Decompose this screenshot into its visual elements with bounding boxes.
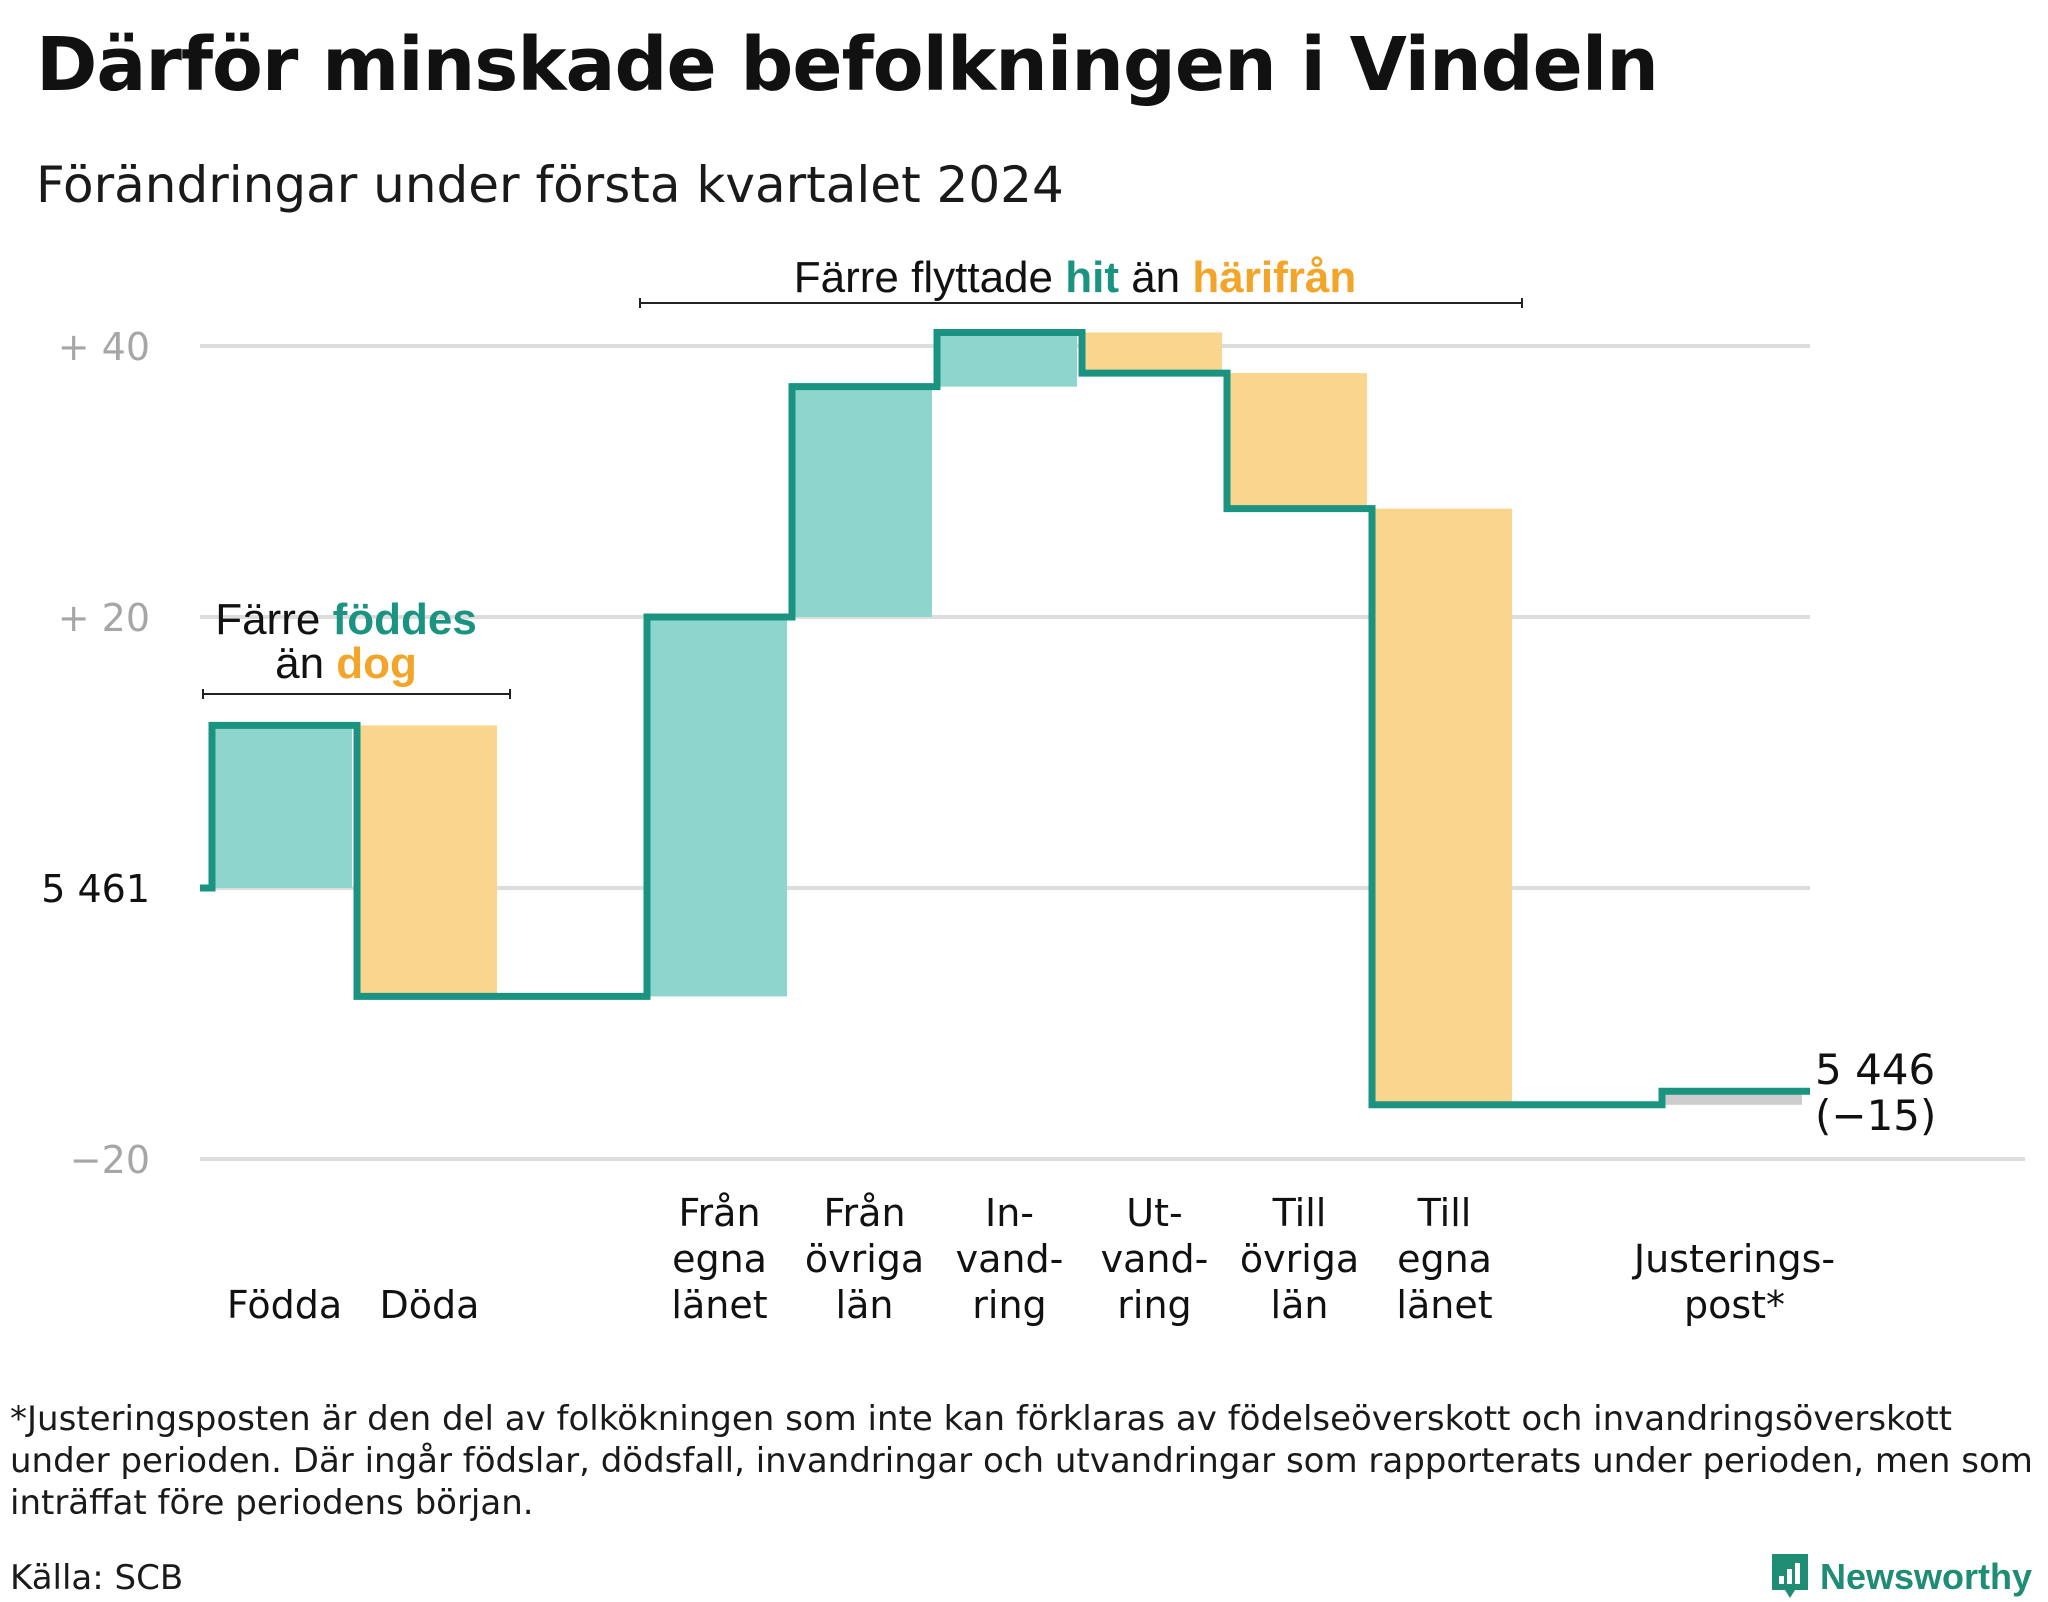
population-step-line [200,328,1810,1109]
newsworthy-logo-icon [1772,1554,1808,1598]
category-labels: Födda DödaFrånegnalänetFrånövrigalänIn-va… [227,1191,1835,1327]
category-label: Från [678,1191,760,1235]
y-axis-ticks: + 40 + 20 5 461 −20 [41,325,150,1182]
bar-decrease [1082,332,1222,374]
y-tick-label: −20 [70,1138,150,1182]
category-label: vand- [1101,1237,1209,1281]
footnote: *Justeringsposten är den del av folkökni… [10,1399,2033,1523]
category-label: länet [1396,1283,1492,1327]
brand-logo: Newsworthy [1770,1552,2032,1602]
end-value-text: (−15) [1815,1091,1936,1140]
population-line [200,328,1810,1109]
category-label: post* [1684,1283,1785,1327]
bar-decrease [357,725,497,997]
category-label: länet [671,1283,767,1327]
annotation-word: föddes [333,595,477,644]
annotation-word: dog [336,639,417,688]
category-label: Ut- [1126,1191,1182,1235]
y-tick-label: + 40 [58,325,150,369]
y-tick-label: 5 461 [41,867,150,911]
bar-increase [937,332,1077,387]
category-label: Till [1272,1191,1327,1235]
category-label: övriga [1240,1237,1359,1281]
bars [212,332,1802,1105]
annotation-text: Färre föddes [215,595,477,644]
category-label: egna [672,1237,767,1281]
category-label: egna [1397,1237,1492,1281]
bar-increase [212,725,352,888]
bar-increase [647,617,787,997]
y-tick-label: + 20 [58,596,150,640]
annotation-text: Färre flyttade hit än härifrån [794,253,1356,302]
bar-increase [792,386,932,617]
annotation-word: hit [1065,253,1131,302]
category-label: län [836,1283,894,1327]
annotation-word: Färre [215,595,332,644]
category-label: ring [1117,1283,1191,1327]
bar-decrease [1227,373,1367,509]
category-label: In- [985,1191,1034,1235]
end-value-label: 5 446(−15) [1815,1045,1936,1140]
category-label: ring [972,1283,1046,1327]
category-label: Från [823,1191,905,1235]
waterfall-chart: + 40+ 205 461−20 Födda DödaFrånegnalänetF… [41,253,2025,1327]
category-label: vand- [956,1237,1064,1281]
brand-name: Newsworthy [1820,1556,2033,1597]
chart-subtitle: Förändringar under första kvartalet 2024 [36,156,1064,214]
category-label: övriga [805,1237,924,1281]
annotation-word: än [1131,253,1192,302]
annotations: Färre flyttade hit än härifrån Färre född… [202,253,1523,699]
category-label: län [1271,1283,1329,1327]
category-label: Födda [227,1283,342,1327]
annotation-word: härifrån [1192,253,1356,302]
annotation-word: Färre flyttade [794,253,1065,302]
bar-decrease [1372,508,1512,1105]
annotation-text: än dog [275,639,417,688]
category-label: Till [1417,1191,1472,1235]
chart-title: Därför minskade befolkningen i Vindeln [36,22,1659,108]
annotation-word: än [275,639,336,688]
category-label: Döda [380,1283,480,1327]
category-label: Justerings- [1632,1237,1835,1281]
end-value-text: 5 446 [1815,1045,1935,1094]
source-label: Källa: SCB [10,1558,184,1598]
